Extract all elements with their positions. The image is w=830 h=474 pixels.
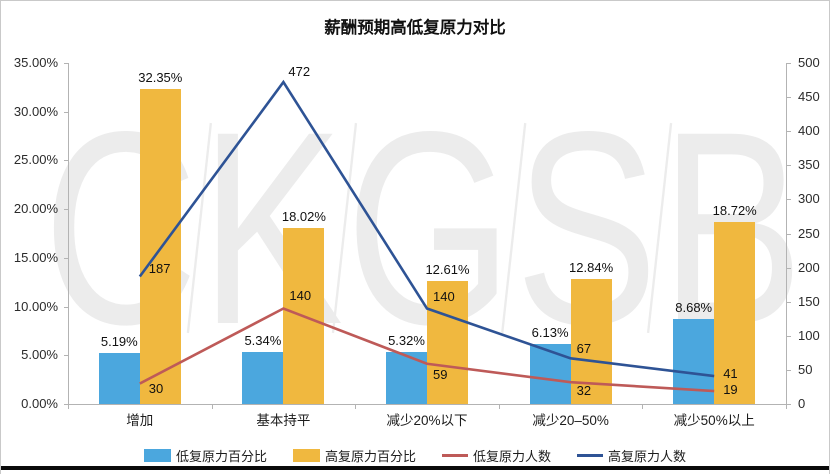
bar-value-label: 6.13% <box>531 325 569 341</box>
line-point-label: 30 <box>148 380 164 396</box>
left-axis-tick-label: 35.00% <box>13 55 58 70</box>
line-point-label: 41 <box>723 366 738 382</box>
line-point-label: 59 <box>433 366 448 382</box>
bar-value-label: 12.84% <box>569 259 614 275</box>
right-axis-tick <box>787 63 791 64</box>
left-axis-tick <box>64 209 68 211</box>
right-axis-tick-label: 50 <box>798 361 813 377</box>
left-axis-tick <box>64 63 68 64</box>
line-低复原力人数 <box>139 307 715 393</box>
line-point-label: 140 <box>289 287 312 303</box>
x-axis-tick <box>355 404 357 409</box>
left-axis-tick-label: 5.00% <box>21 347 58 363</box>
bar-value-label: 18.02% <box>281 209 326 225</box>
right-axis-tick-label: 450 <box>798 89 820 105</box>
legend-label: 高复原力人数 <box>608 449 687 464</box>
bar-value-label: 12.61% <box>425 262 470 278</box>
bar-value-label: 18.72% <box>712 202 757 218</box>
right-axis-tick-label: 400 <box>798 123 820 139</box>
legend-line-swatch <box>577 454 604 457</box>
legend-label: 低复原力人数 <box>473 449 552 464</box>
line-point-label: 187 <box>148 261 171 277</box>
x-axis-category-label: 基本持平 <box>256 413 311 428</box>
right-axis-tick-label: 500 <box>798 55 820 70</box>
right-axis-line <box>786 63 787 404</box>
left-axis-tick-label: 25.00% <box>13 152 58 168</box>
left-axis-tick-label: 0.00% <box>21 396 58 411</box>
x-axis-category-label: 减少50%以上 <box>673 413 755 428</box>
right-axis-tick <box>787 301 791 303</box>
x-axis-category-label: 增加 <box>126 413 154 428</box>
bar-value-label: 5.32% <box>388 333 425 349</box>
right-axis-tick <box>787 97 791 99</box>
right-axis-tick-label: 250 <box>798 225 820 241</box>
right-axis-tick-label: 150 <box>798 293 820 309</box>
x-axis-tick <box>211 404 213 409</box>
left-axis-tick <box>64 160 68 162</box>
legend-item-高复原力人数: 高复原力人数 <box>577 446 686 465</box>
bar-value-label: 5.19% <box>100 334 138 350</box>
line-point-label: 19 <box>723 382 738 398</box>
x-axis-tick <box>68 404 69 409</box>
right-axis-tick <box>787 165 791 167</box>
left-axis-tick-label: 10.00% <box>13 298 58 314</box>
left-axis-tick-label: 15.00% <box>13 249 58 265</box>
x-axis-category-label: 减少20–50% <box>532 413 609 428</box>
x-axis-line <box>68 404 786 405</box>
line-高复原力人数 <box>138 79 715 378</box>
line-point-label: 67 <box>576 341 592 357</box>
legend-item-高复原力百分比: 高复原力百分比 <box>292 446 416 465</box>
left-axis-tick <box>64 306 68 308</box>
right-axis-tick-label: 100 <box>798 327 820 343</box>
left-axis-tick <box>64 257 68 259</box>
legend-line-swatch <box>442 454 468 457</box>
x-axis-tick <box>498 404 500 409</box>
right-axis-tick <box>787 404 791 405</box>
left-axis-tick <box>64 355 68 357</box>
x-axis-category-label: 减少20%以下 <box>386 413 468 428</box>
bar-高复原力百分比 <box>427 281 468 404</box>
right-axis-tick <box>787 131 791 133</box>
chart-title: 薪酬预期高低复原力对比 <box>324 19 506 37</box>
right-axis-tick <box>787 335 791 337</box>
right-axis-tick <box>787 199 791 201</box>
bar-低复原力百分比 <box>98 353 140 404</box>
legend-bar-swatch <box>292 449 320 462</box>
left-axis-tick-label: 30.00% <box>13 103 58 119</box>
x-axis-tick <box>786 404 787 409</box>
bar-高复原力百分比 <box>714 221 756 404</box>
legend-label: 低复原力百分比 <box>175 449 267 464</box>
left-axis-line <box>68 63 69 404</box>
right-axis-tick <box>787 369 791 371</box>
bar-value-label: 5.34% <box>244 332 282 348</box>
right-axis-tick-label: 0 <box>798 396 806 411</box>
left-axis-tick <box>64 111 68 113</box>
line-point-label: 140 <box>433 288 455 304</box>
right-axis-tick <box>787 267 791 269</box>
right-axis-tick-label: 200 <box>798 259 820 275</box>
right-axis-tick-label: 350 <box>798 157 820 173</box>
bottom-border <box>1 466 829 470</box>
x-axis-tick <box>642 404 644 409</box>
bar-高复原力百分比 <box>139 88 181 404</box>
left-axis-tick-label: 20.00% <box>13 201 58 217</box>
legend-item-低复原力人数: 低复原力人数 <box>442 446 551 465</box>
bar-低复原力百分比 <box>529 344 571 404</box>
legend-item-低复原力百分比: 低复原力百分比 <box>143 446 267 465</box>
bar-value-label: 32.35% <box>138 69 183 85</box>
legend-bar-swatch <box>143 449 171 462</box>
line-point-label: 32 <box>576 383 592 399</box>
line-point-label: 472 <box>288 64 311 80</box>
legend-label: 高复原力百分比 <box>324 449 416 464</box>
bar-低复原力百分比 <box>242 351 284 404</box>
legend: 低复原力百分比 高复原力百分比 低复原力人数 高复原力人数 <box>1 446 829 465</box>
left-axis-tick <box>64 404 68 405</box>
right-axis-tick <box>787 233 791 235</box>
right-axis-tick-label: 300 <box>798 191 820 207</box>
bar-value-label: 8.68% <box>675 300 713 316</box>
